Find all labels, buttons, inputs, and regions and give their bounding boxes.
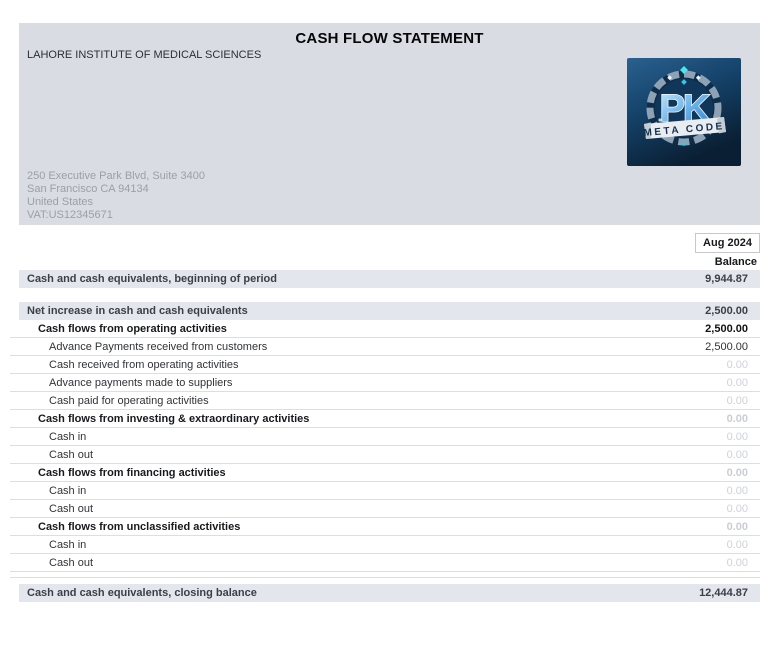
row-value: 2,500.00 — [705, 340, 748, 353]
row-label: Cash paid for operating activities — [49, 394, 209, 407]
table-row: Cash received from operating activities 0… — [10, 356, 760, 374]
row-value: 0.00 — [726, 448, 748, 461]
row-label: Cash in — [49, 538, 87, 551]
address-line: San Francisco CA 94134 — [27, 183, 149, 195]
table-row: Cash out 0.00 — [10, 554, 760, 572]
row-separator — [10, 572, 760, 578]
row-label: Cash flows from financing activities — [38, 466, 226, 479]
table-row: Cash flows from financing activities 0.00 — [10, 464, 760, 482]
company-name: LAHORE INSTITUTE OF MEDICAL SCIENCES — [27, 49, 262, 61]
row-value: 0.00 — [726, 430, 748, 443]
row-label: Cash received from operating activities — [49, 358, 239, 371]
address-line: VAT:US12345671 — [27, 209, 113, 221]
document-header: CASH FLOW STATEMENT LAHORE INSTITUTE OF … — [19, 23, 760, 225]
row-label: Cash and cash equivalents, closing balan… — [27, 587, 257, 599]
row-value: 0.00 — [726, 358, 748, 371]
row-value: 0.00 — [726, 412, 748, 425]
row-label: Advance payments made to suppliers — [49, 376, 233, 389]
row-label: Advance Payments received from customers — [49, 340, 268, 353]
row-value: 0.00 — [726, 502, 748, 515]
row-value: 0.00 — [726, 466, 748, 479]
row-value: 0.00 — [726, 556, 748, 569]
address-line: United States — [27, 196, 94, 208]
row-label: Cash flows from operating activities — [38, 322, 227, 335]
row-value: 9,944.87 — [705, 273, 748, 285]
page-title: CASH FLOW STATEMENT — [295, 30, 484, 47]
row-value: 0.00 — [726, 520, 748, 533]
table-row: Advance payments made to suppliers 0.00 — [10, 374, 760, 392]
row-label: Net increase in cash and cash equivalent… — [27, 305, 248, 317]
row-label: Cash out — [49, 556, 94, 569]
table-row: Cash and cash equivalents, beginning of … — [19, 270, 760, 288]
table-row: Cash in 0.00 — [10, 536, 760, 554]
row-label: Cash in — [49, 484, 87, 497]
table-row: Cash in 0.00 — [10, 428, 760, 446]
row-value: 2,500.00 — [705, 305, 748, 317]
row-value: 2,500.00 — [705, 322, 748, 335]
row-label: Cash flows from unclassified activities — [38, 520, 241, 533]
balance-column-header: Balance — [714, 256, 757, 268]
table-row: Cash flows from investing & extraordinar… — [10, 410, 760, 428]
row-spacer — [10, 288, 760, 302]
row-label: Cash out — [49, 448, 94, 461]
row-label: Cash and cash equivalents, beginning of … — [27, 273, 277, 285]
table-row: Cash flows from operating activities 2,50… — [10, 320, 760, 338]
table-row: Cash out 0.00 — [10, 446, 760, 464]
row-value: 0.00 — [726, 538, 748, 551]
table-row: Cash in 0.00 — [10, 482, 760, 500]
row-value: 12,444.87 — [699, 587, 748, 599]
row-value: 0.00 — [726, 376, 748, 389]
row-value: 0.00 — [726, 394, 748, 407]
cash-flow-table: Cash and cash equivalents, beginning of … — [10, 270, 760, 602]
row-value: 0.00 — [726, 484, 748, 497]
table-row: Net increase in cash and cash equivalent… — [19, 302, 760, 320]
row-label: Cash flows from investing & extraordinar… — [38, 412, 310, 425]
company-address: 250 Executive Park Blvd, Suite 3400 San … — [27, 170, 205, 222]
table-row: Cash and cash equivalents, closing balan… — [19, 584, 760, 602]
table-row: Cash paid for operating activities 0.00 — [10, 392, 760, 410]
period-header: Aug 2024 — [695, 233, 760, 253]
table-row: Advance Payments received from customers… — [10, 338, 760, 356]
pk-metacode-logo-icon: PK META CODE — [627, 58, 741, 166]
address-line: 250 Executive Park Blvd, Suite 3400 — [27, 170, 205, 182]
row-label: Cash in — [49, 430, 87, 443]
row-label: Cash out — [49, 502, 94, 515]
table-row: Cash out 0.00 — [10, 500, 760, 518]
table-row: Cash flows from unclassified activities 0… — [10, 518, 760, 536]
